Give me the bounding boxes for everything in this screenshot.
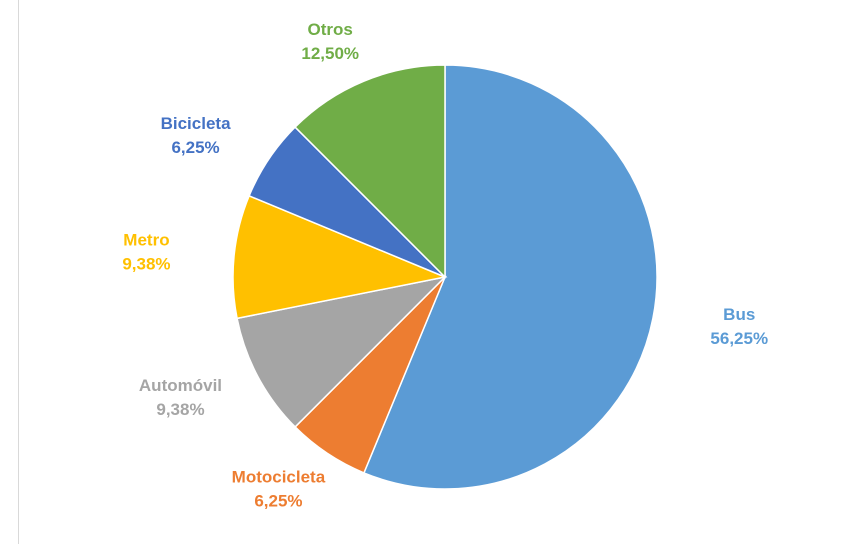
slice-name: Automóvil bbox=[139, 376, 222, 395]
slice-name: Bus bbox=[723, 305, 755, 324]
slice-value-label: 56,25% bbox=[710, 329, 768, 348]
slice-value-label: 6,25% bbox=[254, 492, 302, 511]
slice-name: Otros bbox=[308, 20, 353, 39]
pie-slice bbox=[362, 64, 658, 490]
pie-slice bbox=[294, 64, 446, 279]
slice-value-label: 9,38% bbox=[122, 254, 170, 273]
slice-value-label: 6,25% bbox=[171, 138, 219, 157]
slice-name: Metro bbox=[123, 230, 169, 249]
pie-slice bbox=[236, 275, 448, 429]
slice-name: Motocicleta bbox=[232, 468, 326, 487]
pie-slice bbox=[232, 194, 448, 320]
slice-value-label: 9,38% bbox=[156, 400, 204, 419]
slice-name: Bicicleta bbox=[161, 114, 231, 133]
slice-value-label: 12,50% bbox=[301, 44, 359, 63]
